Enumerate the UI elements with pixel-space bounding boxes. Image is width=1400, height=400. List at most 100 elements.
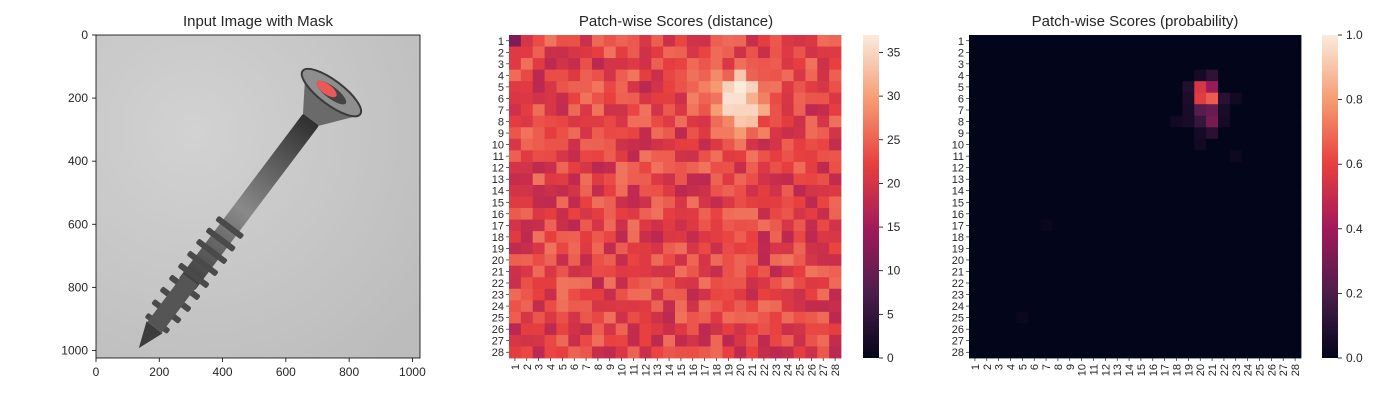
heatmap-cell (1182, 323, 1195, 336)
heatmap-cell (1135, 254, 1148, 267)
heatmap-cell (1075, 35, 1088, 47)
heatmap-cell (980, 254, 994, 267)
heatmap-cell (1265, 208, 1278, 220)
heatmap-cell (1063, 127, 1077, 140)
heatmap-cell (1052, 346, 1065, 359)
heatmap-cell (1146, 127, 1160, 140)
heatmap-cell (544, 288, 557, 301)
heatmap-cell (568, 346, 581, 359)
heatmap-cell (992, 311, 1005, 324)
heatmap-cell (1135, 81, 1148, 94)
heatmap-cell (1229, 161, 1243, 174)
row-tick-label: 20 (492, 255, 504, 267)
heatmap-cell (1289, 219, 1302, 232)
heatmap-cell (1206, 150, 1219, 163)
heatmap-cell (686, 92, 700, 105)
heatmap-cell (710, 35, 723, 47)
heatmap-cell (980, 323, 994, 336)
heatmap-cell (1158, 277, 1171, 290)
heatmap-cell (1289, 104, 1302, 117)
col-tick-label: 21 (1207, 364, 1219, 376)
heatmap-cell (686, 323, 700, 336)
row-tick-label: 12 (492, 163, 504, 175)
heatmap-cell (992, 277, 1005, 290)
heatmap-cell (710, 288, 723, 301)
heatmap-cell (817, 219, 830, 232)
heatmap-cell (532, 346, 545, 359)
heatmap-cell (1241, 346, 1254, 359)
heatmap-cell (592, 208, 605, 220)
heatmap-cell (639, 92, 652, 105)
heatmap-cell (698, 311, 711, 324)
heatmap-cell (1194, 138, 1207, 151)
heatmap-cell (592, 46, 605, 59)
heatmap-cell (1028, 311, 1041, 324)
heatmap-cell (509, 173, 522, 186)
row-tick-label: 9 (498, 128, 504, 140)
heatmap-cell (698, 277, 711, 290)
heatmap-cell (592, 265, 605, 278)
heatmap-cell (556, 161, 569, 174)
heatmap-cell (1253, 173, 1266, 186)
heatmap-cell (722, 127, 735, 140)
heatmap-cell (1075, 69, 1088, 82)
heatmap-cell (1289, 46, 1302, 59)
heatmap-cell (663, 115, 676, 128)
heatmap-cell (651, 242, 664, 255)
row-tick-label: 24 (952, 301, 964, 313)
heatmap-cell (651, 334, 664, 347)
heatmap-cell (509, 219, 522, 232)
heatmap-cell (1040, 311, 1053, 324)
heatmap-cell (651, 288, 664, 301)
heatmap-cell (1289, 254, 1302, 267)
heatmap-cell (992, 127, 1005, 140)
heatmap-cell (1004, 300, 1017, 313)
col-tick-label: 3 (994, 364, 1006, 370)
heatmap-cell (1218, 92, 1231, 105)
heatmap-cell (532, 150, 545, 163)
heatmap-cell (1158, 104, 1171, 117)
heatmap-cell (805, 334, 818, 347)
heatmap-cell (992, 288, 1005, 301)
col-tick-label: 28 (830, 364, 842, 376)
heatmap-cell (556, 92, 569, 105)
heatmap-cell (1241, 277, 1254, 290)
heatmap-cell (1289, 81, 1302, 94)
heatmap-cell (1052, 300, 1065, 313)
heatmap-cell (1206, 69, 1219, 82)
heatmap-cell (627, 242, 640, 255)
heatmap-cell (1040, 138, 1053, 151)
heatmap-cell (1087, 323, 1100, 336)
heatmap-cell (1004, 150, 1017, 163)
heatmap-cell (520, 173, 534, 186)
col-tick-label: 8 (1053, 364, 1065, 370)
heatmap-cell (1218, 219, 1231, 232)
colorbar-tick-label: 0 (887, 351, 894, 365)
heatmap-cell (1158, 254, 1171, 267)
heatmap-cell (556, 219, 569, 232)
heatmap-cell (793, 219, 806, 232)
image-y-tick-label: 400 (68, 154, 88, 168)
heatmap-cell (544, 242, 557, 255)
heatmap-cell (651, 150, 664, 163)
heatmap-cell (1241, 92, 1254, 105)
heatmap-cell (686, 311, 700, 324)
heatmap-cell (556, 300, 569, 313)
heatmap-cell (698, 58, 711, 71)
heatmap-cell (992, 173, 1005, 186)
heatmap-cell (1099, 58, 1112, 71)
heatmap-cell (1170, 242, 1183, 255)
heatmap-cell (758, 127, 771, 140)
heatmap-cell (969, 231, 982, 244)
row-tick-label: 16 (952, 209, 964, 221)
heatmap-cell (1289, 184, 1302, 197)
heatmap-cell (722, 184, 735, 197)
heatmap-cell (603, 254, 617, 267)
heatmap-cell (1277, 104, 1290, 117)
heatmap-cell (969, 219, 982, 232)
heatmap-cell (568, 127, 581, 140)
heatmap-cell (829, 184, 842, 197)
heatmap-cell (1028, 323, 1041, 336)
col-tick-label: 6 (1029, 364, 1041, 370)
heatmap-cell (1111, 161, 1124, 174)
